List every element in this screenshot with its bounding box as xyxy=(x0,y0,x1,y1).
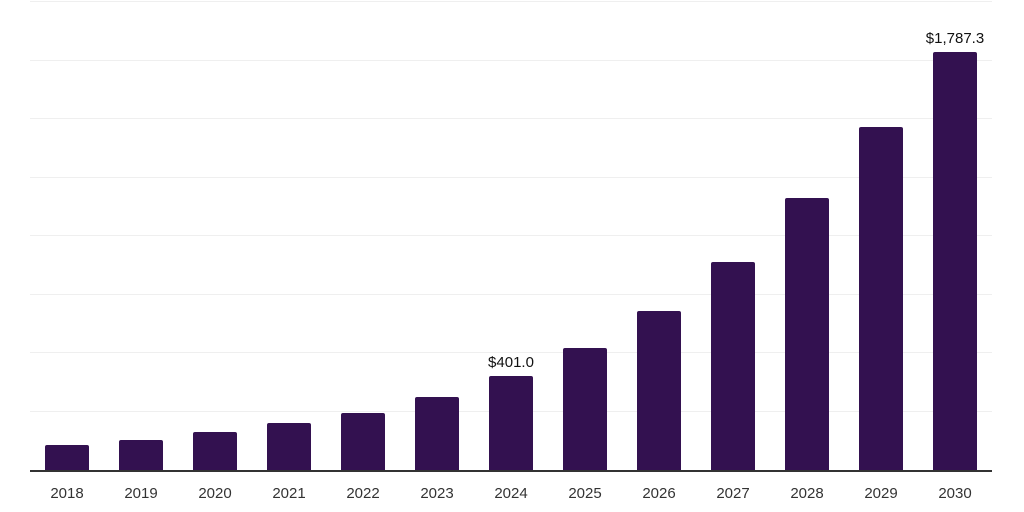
gridline-1750 xyxy=(30,59,992,61)
bar-slot-2030: $1,787.3 xyxy=(918,2,992,470)
bar-slot-2028 xyxy=(770,2,844,470)
bar-slot-2027 xyxy=(696,2,770,470)
x-tick-2026: 2026 xyxy=(642,485,676,502)
bar-2020 xyxy=(193,432,237,470)
gridline-1500 xyxy=(30,118,992,119)
bar-2018 xyxy=(45,445,89,470)
bar-2027 xyxy=(711,262,755,470)
bar-2019 xyxy=(119,439,163,470)
bar-slot-2024: $401.0 xyxy=(474,2,548,470)
x-tick-2020: 2020 xyxy=(198,485,232,502)
plot-area: $401.0 $1,787.3 xyxy=(30,1,992,472)
bar-slot-2022 xyxy=(326,2,400,470)
bar-slot-2021 xyxy=(252,2,326,470)
x-tick-2029: 2029 xyxy=(864,485,898,502)
bar-2021 xyxy=(267,423,311,470)
bar-slot-2026 xyxy=(622,2,696,470)
x-tick-2019: 2019 xyxy=(124,485,158,502)
x-tick-2025: 2025 xyxy=(568,485,602,502)
x-tick-2021: 2021 xyxy=(272,485,306,502)
x-axis-line xyxy=(30,470,992,472)
bar-2024 xyxy=(489,376,533,470)
bars-group: $401.0 $1,787.3 xyxy=(30,2,992,470)
x-axis-labels: 2018 2019 2020 2021 2022 2023 2024 2025 2026 2027… xyxy=(30,484,992,504)
gridline-500 xyxy=(30,352,992,353)
bar-slot-2019 xyxy=(104,2,178,470)
bar-slot-2020 xyxy=(178,2,252,470)
gridline-2000 xyxy=(30,1,992,2)
bar-2029 xyxy=(859,127,903,470)
bar-2026 xyxy=(637,310,681,470)
x-tick-2018: 2018 xyxy=(50,485,84,502)
bar-slot-2018 xyxy=(30,2,104,470)
bar-2028 xyxy=(785,198,829,470)
bar-slot-2023 xyxy=(400,2,474,470)
value-label-2024: $401.0 xyxy=(488,354,534,372)
bar-2023 xyxy=(415,397,459,470)
x-tick-2028: 2028 xyxy=(790,485,824,502)
bar-2025 xyxy=(563,348,607,470)
gridline-1000 xyxy=(30,235,992,236)
x-tick-2023: 2023 xyxy=(420,485,454,502)
x-tick-2027: 2027 xyxy=(716,485,750,502)
gridline-750 xyxy=(30,293,992,295)
bar-2022 xyxy=(341,412,385,470)
bar-2030 xyxy=(933,51,977,470)
x-tick-2024: 2024 xyxy=(494,485,528,502)
gridline-1250 xyxy=(30,176,992,178)
x-tick-2030: 2030 xyxy=(938,485,972,502)
x-tick-2022: 2022 xyxy=(346,485,380,502)
bar-slot-2025 xyxy=(548,2,622,470)
bar-slot-2029 xyxy=(844,2,918,470)
value-label-2030: $1,787.3 xyxy=(925,29,985,47)
